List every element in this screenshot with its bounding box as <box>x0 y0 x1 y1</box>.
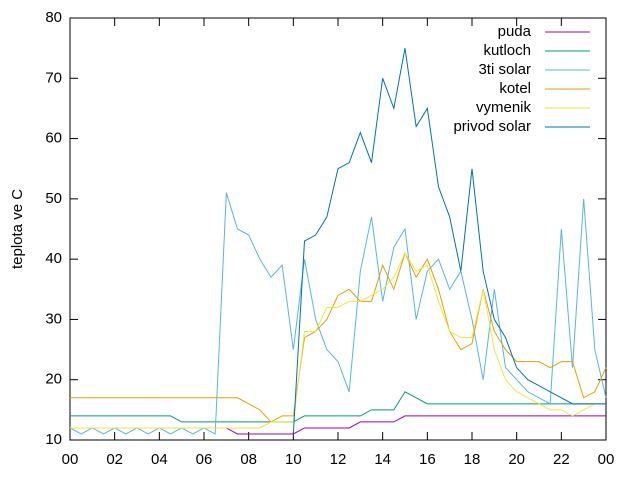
legend-label: vymenik <box>476 99 532 116</box>
x-tick-label: 22 <box>553 451 570 468</box>
x-tick-label: 04 <box>151 451 168 468</box>
x-tick-label: 14 <box>374 451 391 468</box>
x-tick-label: 10 <box>285 451 302 468</box>
series-line <box>70 252 606 429</box>
series-line <box>70 391 606 423</box>
y-tick-label: 40 <box>45 250 62 267</box>
legend-label: puda <box>498 23 532 40</box>
y-tick-label: 10 <box>45 431 62 448</box>
legend-label: 3ti solar <box>478 61 531 78</box>
y-tick-label: 60 <box>45 130 62 147</box>
x-tick-label: 08 <box>240 451 257 468</box>
y-tick-label: 70 <box>45 69 62 86</box>
x-tick-label: 00 <box>598 451 615 468</box>
series-line <box>70 415 606 435</box>
y-axis-label: teplota ve C <box>9 189 26 269</box>
x-tick-label: 16 <box>419 451 436 468</box>
legend-label: kotel <box>499 80 531 97</box>
legend-label: kutloch <box>483 42 531 59</box>
x-tick-label: 20 <box>508 451 525 468</box>
series-line <box>70 251 607 423</box>
y-tick-label: 20 <box>45 371 62 388</box>
x-tick-label: 00 <box>62 451 79 468</box>
y-tick-label: 30 <box>45 310 62 327</box>
y-tick-label: 50 <box>45 190 62 207</box>
x-tick-label: 18 <box>464 451 481 468</box>
plot-border <box>69 17 607 441</box>
y-tick-label: 80 <box>45 9 62 26</box>
x-tick-label: 02 <box>106 451 123 468</box>
x-tick-label: 06 <box>196 451 213 468</box>
series-line <box>292 48 606 434</box>
x-tick-label: 12 <box>330 451 347 468</box>
legend-label: privod solar <box>453 118 531 135</box>
